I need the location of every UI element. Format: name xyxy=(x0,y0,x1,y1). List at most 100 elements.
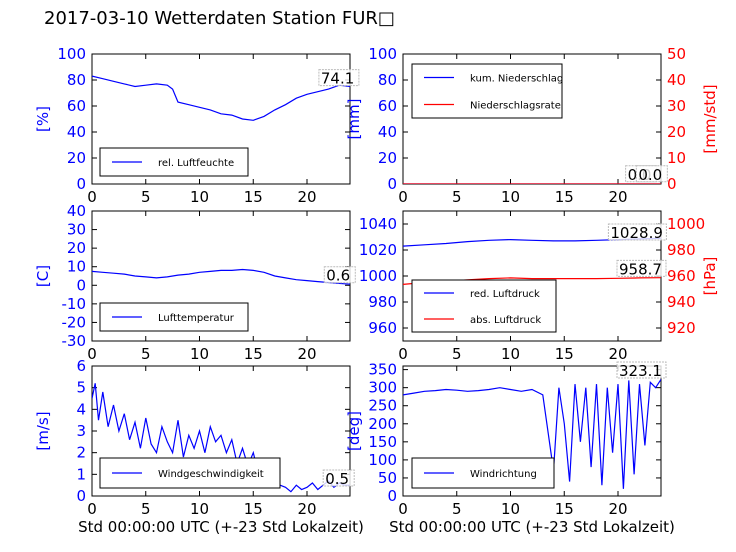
legend-entry: Windgeschwindigkeit xyxy=(158,469,264,480)
y-tick-label: 1040 xyxy=(359,215,397,233)
x-axis-label: Std 00:00:00 UTC (+-23 Std Lokalzeit) xyxy=(389,518,675,536)
y-tick-label: 250 xyxy=(368,397,397,415)
y-tick-label: 60 xyxy=(67,97,86,115)
x-tick-label: 5 xyxy=(141,500,151,518)
y-tick-label: 2 xyxy=(76,444,86,462)
y-right-tick-label: 0 xyxy=(667,175,677,193)
x-tick-label: 20 xyxy=(297,500,316,518)
y-tick-label: 0 xyxy=(76,487,86,505)
y-axis-label: [%] xyxy=(34,106,52,132)
x-tick-label: 20 xyxy=(297,188,316,206)
annotation-box xyxy=(322,469,355,487)
y-tick-label: 20 xyxy=(67,239,86,257)
x-tick-label: 5 xyxy=(141,345,151,363)
y-right-tick-label: 10 xyxy=(667,149,686,167)
y-tick-label: 80 xyxy=(67,71,86,89)
x-tick-label: 10 xyxy=(190,188,209,206)
y-tick-label: 100 xyxy=(368,451,397,469)
y-tick-label: 0 xyxy=(387,487,397,505)
y-tick-label: 40 xyxy=(67,202,86,220)
x-tick-label: 20 xyxy=(297,345,316,363)
x-tick-label: 5 xyxy=(452,345,462,363)
panel-pressure: 0 5 10 15 2096098010001020104092094096098010… xyxy=(359,210,719,363)
x-tick-label: 5 xyxy=(452,188,462,206)
x-tick-label: 5 xyxy=(141,188,151,206)
y-axis-label: [mm] xyxy=(345,99,363,140)
y-tick-label: 60 xyxy=(378,97,397,115)
y-right-tick-label: 40 xyxy=(667,71,686,89)
y-tick-label: 350 xyxy=(368,361,397,379)
legend-box xyxy=(411,63,563,119)
y-right-tick-label: 920 xyxy=(667,319,696,337)
x-tick-label: 15 xyxy=(244,188,263,206)
legend-entry: Lufttemperatur xyxy=(158,313,235,324)
y-tick-label: 80 xyxy=(378,71,397,89)
x-tick-label: 0 xyxy=(398,345,408,363)
y-tick-label: 40 xyxy=(378,123,397,141)
x-tick-label: 10 xyxy=(501,500,520,518)
x-axis-label: Std 00:00:00 UTC (+-23 Std Lokalzeit) xyxy=(78,518,364,536)
panel-precip: 0 5 10 15 20 0 20 40 60 80 100 0 10 20 30 40 50 [mm] [mm/s… xyxy=(345,45,719,206)
x-tick-label: 0 xyxy=(87,188,97,206)
y-tick-label: 1 xyxy=(76,465,86,483)
series-line-lufttemperatur xyxy=(92,268,350,285)
annotation-label: 0.0 xyxy=(638,166,662,184)
x-tick-label: 15 xyxy=(555,500,574,518)
x-tick-label: 0 xyxy=(398,188,408,206)
x-tick-label: 20 xyxy=(608,188,627,206)
y-tick-label: 10 xyxy=(67,258,86,276)
y-tick-label: 960 xyxy=(368,319,397,337)
y-tick-label: 0 xyxy=(387,175,397,193)
y-tick-label: 200 xyxy=(368,415,397,433)
y-tick-label: 40 xyxy=(67,123,86,141)
series-line-windgeschwindigkeit xyxy=(92,383,350,493)
y-axis-label: [deg] xyxy=(345,411,363,451)
x-tick-label: 10 xyxy=(501,345,520,363)
legend-entry: Niederschlagsrate xyxy=(470,101,561,112)
x-tick-label: 15 xyxy=(244,345,263,363)
legend-entry: Windrichtung xyxy=(470,469,537,480)
annotation-label: 74.1 xyxy=(321,70,354,88)
annotation-label: 1028.9 xyxy=(610,224,663,242)
annotation-label: 323.1 xyxy=(619,362,662,380)
y-tick-label: 1000 xyxy=(359,267,397,285)
y-tick-label: -30 xyxy=(62,332,87,350)
annotation-box xyxy=(318,69,360,87)
y-tick-label: -20 xyxy=(62,313,87,331)
y-tick-label: 100 xyxy=(57,45,86,63)
x-tick-label: 20 xyxy=(608,500,627,518)
x-tick-label: 15 xyxy=(555,345,574,363)
y-tick-label: 980 xyxy=(368,293,397,311)
y-right-tick-label: 20 xyxy=(667,123,686,141)
x-tick-label: 0 xyxy=(87,500,97,518)
annotation-label: 0.6 xyxy=(326,267,350,285)
legend-entry: rel. Luftfeuchte xyxy=(158,158,234,169)
y-tick-label: 1020 xyxy=(359,241,397,259)
x-tick-label: 15 xyxy=(555,188,574,206)
x-tick-label: 0 xyxy=(87,345,97,363)
y-right-tick-label: 980 xyxy=(667,241,696,259)
legend-entry: kum. Niederschlag xyxy=(470,74,563,85)
y-tick-label: 30 xyxy=(67,221,86,239)
y-right-tick-label: 50 xyxy=(667,45,686,63)
y-tick-label: 0 xyxy=(76,175,86,193)
y-tick-label: 5 xyxy=(76,379,86,397)
annotation-box xyxy=(323,266,356,284)
legend-box xyxy=(411,279,557,333)
y-tick-label: 50 xyxy=(378,469,397,487)
x-tick-label: 20 xyxy=(608,345,627,363)
annotation-box xyxy=(616,259,667,277)
y-right-tick-label: 1000 xyxy=(667,215,705,233)
y-tick-label: 150 xyxy=(368,433,397,451)
y-tick-label: 0 xyxy=(76,276,86,294)
y-right-tick-label: 960 xyxy=(667,267,696,285)
y-tick-label: -10 xyxy=(62,295,87,313)
y-tick-label: 6 xyxy=(76,357,86,375)
y-right-axis-label: [hPa] xyxy=(701,257,719,296)
legend-entry: red. Luftdruck xyxy=(470,289,540,300)
x-tick-label: 10 xyxy=(190,500,209,518)
